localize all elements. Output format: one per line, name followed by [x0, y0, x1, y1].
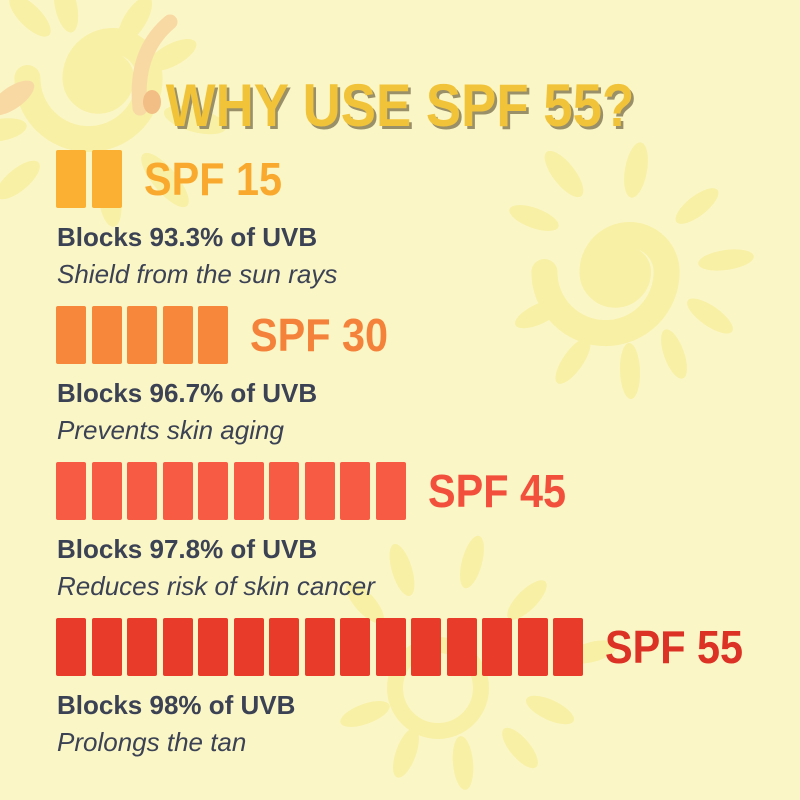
page-title: WHY USE SPF 55?	[165, 72, 635, 140]
bar-segment	[304, 462, 335, 520]
spf-bar	[56, 306, 228, 364]
bar-segment	[162, 462, 193, 520]
bar-segment	[127, 618, 157, 676]
benefit-text: Prevents skin aging	[57, 414, 284, 445]
spf-bar	[56, 462, 406, 520]
benefit-text: Prolongs the tan	[57, 726, 247, 757]
bar-segment	[269, 462, 299, 520]
bar-segment	[198, 462, 228, 520]
bar-segment	[553, 618, 583, 676]
bar-segment	[375, 618, 406, 676]
bar-segment	[91, 306, 122, 364]
bar-segment	[56, 462, 86, 520]
spf-bar-line: SPF 30	[56, 306, 403, 364]
bar-segment	[482, 618, 512, 676]
bar-segment	[127, 306, 157, 364]
benefit-text: Shield from the sun rays	[57, 258, 338, 289]
spf-bar-line: SPF 45	[56, 462, 581, 520]
bar-segment	[198, 306, 228, 364]
bar-segment	[56, 618, 86, 676]
bar-segment	[198, 618, 228, 676]
spf-row-spf-15: SPF 15 Blocks 93.3% of UVB Shield from t…	[56, 150, 337, 288]
spf-label: SPF 30	[250, 309, 389, 361]
blocks-text: Blocks 97.8% of UVB	[57, 534, 318, 564]
bar-segment	[162, 618, 193, 676]
bar-segment	[340, 462, 370, 520]
bar-segment	[162, 306, 193, 364]
bar-segment	[446, 618, 477, 676]
blocks-text: Blocks 93.3% of UVB	[57, 222, 318, 252]
bar-segment	[375, 462, 406, 520]
bar-segment	[411, 618, 441, 676]
spf-label: SPF 55	[605, 621, 744, 673]
bar-segment	[233, 618, 264, 676]
spf-label: SPF 45	[427, 465, 566, 517]
bar-segment	[56, 150, 86, 208]
bar-segment	[91, 462, 122, 520]
bar-segment	[517, 618, 548, 676]
spf-bar-line: SPF 55	[56, 618, 758, 676]
bar-segment	[56, 306, 86, 364]
spf-bar-line: SPF 15	[56, 150, 337, 208]
sun-spiral-right-icon	[509, 142, 754, 399]
bar-segment	[127, 462, 157, 520]
bar-segment	[233, 462, 264, 520]
blocks-text: Blocks 96.7% of UVB	[57, 378, 318, 408]
spf-bar	[56, 618, 583, 676]
bar-segment	[91, 618, 122, 676]
bar-segment	[91, 150, 122, 208]
spf-label: SPF 15	[143, 153, 282, 205]
bar-segment	[269, 618, 299, 676]
spf-row-spf-55: SPF 55 Blocks 98% of UVB Prolongs the ta…	[56, 618, 758, 756]
spf-row-spf-45: SPF 45 Blocks 97.8% of UVB Reduces risk …	[56, 462, 581, 600]
spf-row-spf-30: SPF 30 Blocks 96.7% of UVB Prevents skin…	[56, 306, 403, 444]
benefit-text: Reduces risk of skin cancer	[57, 570, 375, 601]
spf-bar	[56, 150, 122, 208]
bar-segment	[340, 618, 370, 676]
bar-segment	[304, 618, 335, 676]
blocks-text: Blocks 98% of UVB	[57, 690, 296, 720]
